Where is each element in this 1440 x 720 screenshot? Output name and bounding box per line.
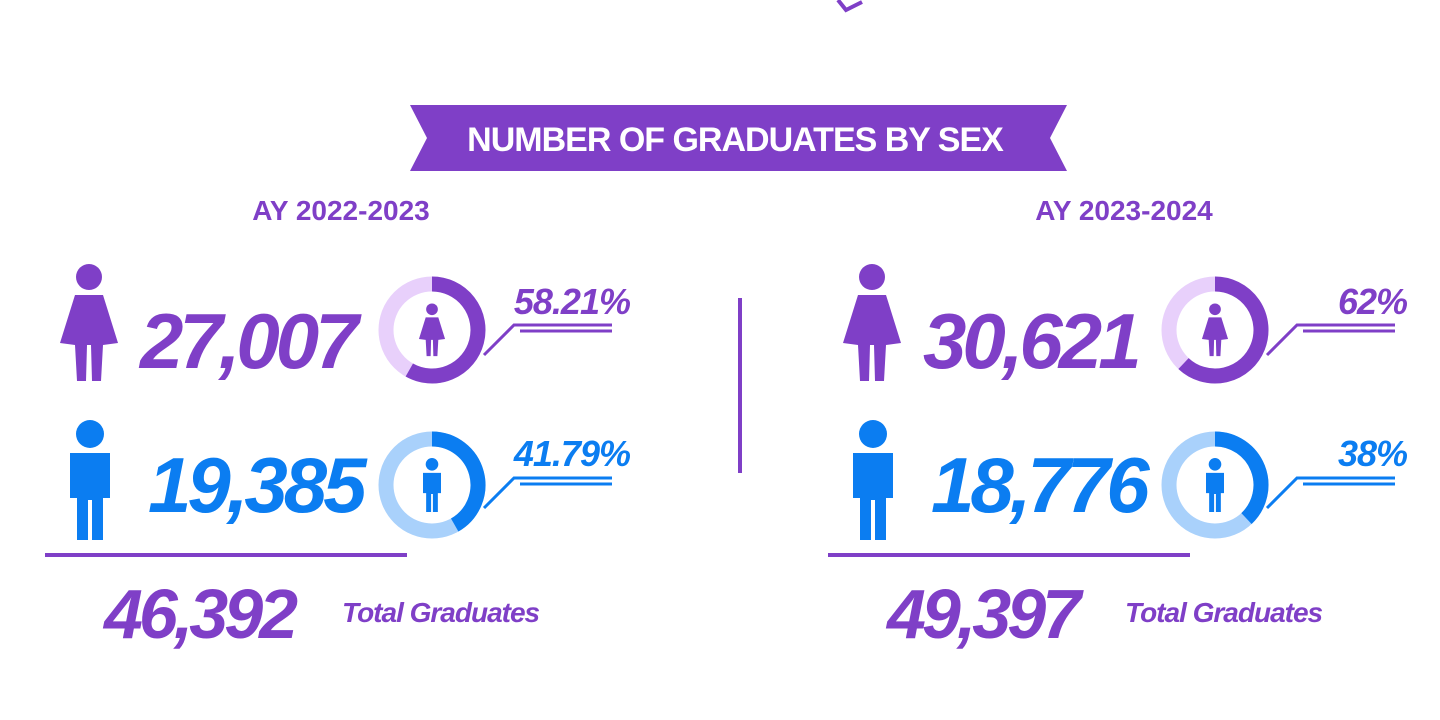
period-label: AY 2022-2023 bbox=[252, 195, 430, 226]
female-icon-body bbox=[843, 295, 901, 381]
male-icon-body bbox=[1206, 472, 1224, 512]
male-icon-small bbox=[1206, 458, 1224, 512]
female-icon-body bbox=[418, 317, 446, 357]
donut-arc bbox=[431, 431, 486, 532]
leader-line bbox=[1265, 476, 1395, 510]
leader-line bbox=[482, 476, 612, 510]
male-count: 18,776 bbox=[931, 441, 1150, 529]
female-icon-small bbox=[418, 303, 446, 357]
total-count: 49,397 bbox=[885, 575, 1084, 653]
female-icon-head bbox=[76, 264, 102, 290]
male-percent: 38% bbox=[1338, 433, 1408, 474]
female-icon bbox=[60, 264, 118, 381]
total-label: Total Graduates bbox=[1125, 597, 1323, 628]
male-count: 19,385 bbox=[148, 441, 368, 529]
female-icon-head bbox=[426, 303, 438, 316]
total-label: Total Graduates bbox=[342, 597, 540, 628]
male-icon-small bbox=[423, 458, 441, 512]
male-icon-body bbox=[853, 453, 893, 540]
male-icon bbox=[853, 420, 893, 540]
title-ribbon bbox=[410, 105, 1067, 171]
male-icon-head bbox=[425, 458, 439, 471]
female-percent: 58.21% bbox=[514, 281, 631, 322]
leader-line bbox=[1265, 323, 1395, 357]
male-icon-body bbox=[423, 472, 441, 512]
donut-arc bbox=[1178, 276, 1269, 384]
female-icon-body bbox=[60, 295, 118, 381]
donut-arc bbox=[405, 276, 486, 384]
female-icon-small bbox=[1201, 303, 1229, 357]
title: NUMBER OF GRADUATES BY SEX bbox=[467, 121, 1004, 159]
female-icon bbox=[843, 264, 901, 381]
decoration bbox=[836, 0, 863, 13]
male-icon-body bbox=[70, 453, 110, 540]
female-percent: 62% bbox=[1338, 281, 1408, 322]
male-icon-head bbox=[859, 420, 887, 448]
female-icon-body bbox=[1201, 317, 1229, 357]
female-icon-head bbox=[859, 264, 885, 290]
male-percent: 41.79% bbox=[513, 433, 631, 474]
period-label: AY 2023-2024 bbox=[1035, 195, 1213, 226]
total-count: 46,392 bbox=[102, 575, 298, 653]
male-icon-head bbox=[1208, 458, 1222, 471]
donut-arc bbox=[1214, 431, 1269, 524]
female-icon-head bbox=[1209, 303, 1221, 316]
male-icon bbox=[70, 420, 110, 540]
male-icon-head bbox=[76, 420, 104, 448]
female-count: 27,007 bbox=[138, 297, 362, 385]
leader-line bbox=[482, 323, 612, 357]
female-count: 30,621 bbox=[923, 297, 1138, 385]
